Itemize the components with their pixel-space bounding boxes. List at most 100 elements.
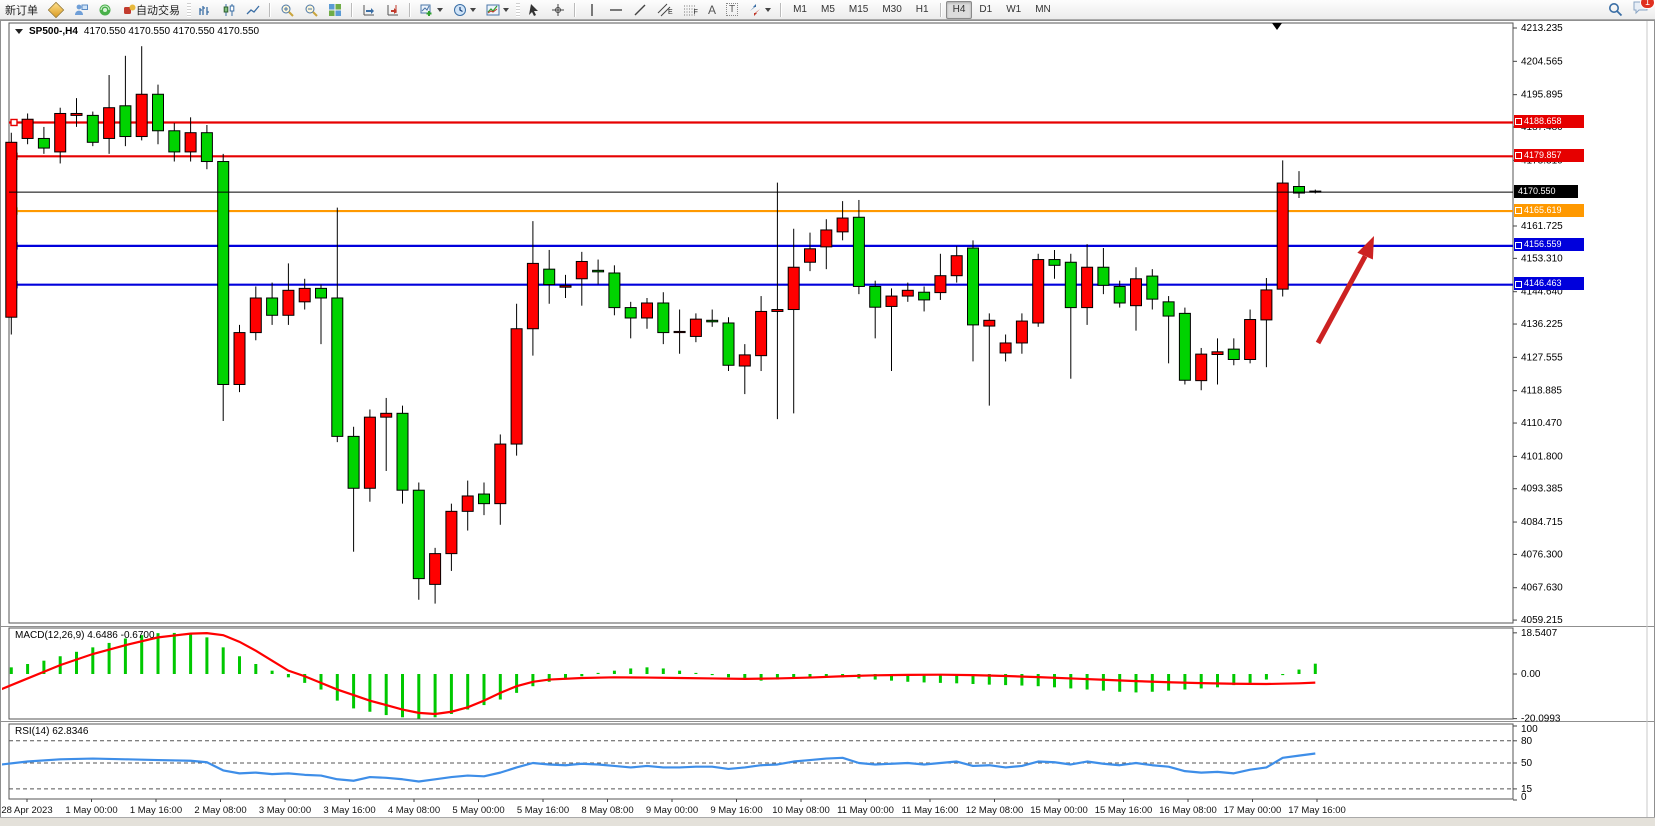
fibo-tool-button[interactable]: F [679, 0, 702, 19]
search-icon[interactable] [1608, 2, 1623, 17]
chart-dropdown-icon[interactable] [15, 29, 23, 34]
price-tick-label: 4110.470 [1521, 418, 1562, 429]
price-badge[interactable]: 4165.619 [1514, 203, 1584, 217]
periods-button[interactable] [449, 0, 480, 19]
timeframe-bar: M1 M5 M15 M30 H1 H4 D1 W1 MN [786, 0, 1058, 19]
price-badge[interactable]: 4188.658 [1514, 114, 1584, 128]
tile-windows-button[interactable] [324, 0, 346, 19]
candle-body [641, 302, 653, 319]
indicators-button[interactable] [416, 0, 447, 19]
badge-anchor-icon [1515, 241, 1522, 249]
chat-button[interactable]: 1 [1633, 0, 1655, 20]
candle-body [298, 287, 311, 303]
chart-canvas[interactable]: 4213.2354204.5654195.8954187.4804178.810… [1, 21, 1654, 818]
zoom-in-button[interactable] [276, 0, 298, 19]
candle-body [559, 285, 572, 288]
candle-body [184, 132, 197, 153]
label-tool-button[interactable]: T [722, 0, 742, 19]
chart-window: SP500-,H4 4170.550 4170.550 4170.550 417… [0, 20, 1655, 819]
window-bottom-strip [0, 817, 1655, 826]
candle-chart-icon [223, 3, 235, 16]
timeframe-d1[interactable]: D1 [979, 3, 993, 15]
auto-trading-button[interactable]: 自动交易 [118, 0, 184, 19]
trend-arrow-shaft[interactable] [1315, 254, 1368, 345]
time-axis-label: 9 May 00:00 [646, 805, 698, 816]
badge-anchor-icon [1515, 118, 1522, 126]
candle-body [1195, 353, 1208, 382]
vline-tool-button[interactable] [581, 0, 603, 19]
timeframe-m1[interactable]: M1 [793, 3, 807, 15]
signals-button[interactable] [94, 0, 116, 19]
deposit-button[interactable] [44, 0, 68, 19]
timeframe-m15[interactable]: M15 [848, 3, 869, 15]
line-chart-button[interactable] [242, 0, 264, 19]
chart-shift-marker-icon[interactable] [1272, 23, 1282, 30]
time-axis-label: 4 May 08:00 [388, 805, 440, 816]
candle-body [396, 412, 409, 491]
candle-body [999, 342, 1012, 354]
new-order-button[interactable]: 新订单 [1, 0, 42, 19]
community-person-icon [75, 4, 88, 15]
price-badge[interactable]: 4156.559 [1514, 238, 1584, 252]
bar-chart-button[interactable] [194, 0, 216, 19]
templates-icon [486, 4, 500, 15]
candle-chart-button[interactable] [218, 0, 240, 19]
timeframe-w1[interactable]: W1 [1006, 3, 1022, 15]
candle-body [1015, 320, 1028, 344]
candle-body [315, 287, 327, 299]
price-tick-label: 4136.225 [1521, 319, 1563, 330]
candle-body [461, 495, 474, 512]
zoom-out-button[interactable] [300, 0, 322, 19]
price-badge[interactable]: 4179.857 [1514, 148, 1584, 162]
candle-body [852, 216, 865, 287]
time-axis-label: 15 May 00:00 [1030, 805, 1088, 816]
clock-icon [454, 3, 466, 16]
timeframe-mn[interactable]: MN [1035, 3, 1051, 15]
time-axis-label: 1 May 00:00 [65, 805, 117, 816]
community-button[interactable] [70, 0, 92, 19]
candle-body [1211, 351, 1224, 355]
price-tick-label: 4213.235 [1521, 23, 1563, 34]
timeframe-h4[interactable]: H4 [945, 0, 973, 19]
price-badge: 4170.550 [1514, 184, 1578, 198]
equidistant-channel-icon [657, 3, 671, 16]
candle-body [86, 114, 99, 143]
candle-body [624, 307, 637, 319]
price-tick-label: 4076.300 [1521, 549, 1563, 560]
candle-body [152, 93, 164, 132]
trendline-tool-button[interactable] [629, 0, 651, 19]
trend-arrow-head-icon[interactable] [1357, 236, 1374, 260]
candle-body [1162, 301, 1175, 317]
text-tool-button[interactable]: A [704, 0, 720, 19]
candle-body [1276, 182, 1289, 290]
macd-main-value: 4.6486 [87, 630, 121, 641]
candle-body [1064, 261, 1077, 309]
symbol-period-label: SP500-,H4 [29, 26, 78, 37]
macd-signal-line [2, 632, 1316, 716]
channel-sub-label: E [668, 9, 673, 16]
price-badge[interactable]: 4146.463 [1514, 277, 1584, 291]
timeframe-h1[interactable]: H1 [915, 3, 929, 15]
candle-body [1146, 275, 1159, 300]
timeframe-m5[interactable]: M5 [820, 3, 835, 15]
price-tick-label: 4059.215 [1521, 615, 1563, 626]
templates-button[interactable] [482, 0, 513, 19]
crosshair-tool-button[interactable] [547, 0, 569, 19]
cursor-tool-button[interactable] [523, 0, 545, 19]
fibo-sub-label: F [693, 9, 698, 16]
candle-body [901, 289, 914, 297]
channel-tool-button[interactable]: E [653, 0, 677, 19]
candle-body [1293, 186, 1305, 194]
auto-scroll-button[interactable] [358, 0, 380, 19]
zoom-out-icon [305, 4, 318, 17]
line-anchor-handle[interactable] [10, 118, 18, 127]
candle-body [282, 289, 295, 316]
arrows-tool-button[interactable] [744, 0, 775, 19]
chart-shift-button[interactable] [382, 0, 404, 19]
hline-tool-button[interactable] [605, 0, 627, 19]
time-axis-label: 17 May 16:00 [1288, 805, 1346, 816]
toolbar-grip [187, 2, 191, 17]
candle-body [1227, 348, 1240, 360]
rsi-tick-label: 15 [1521, 784, 1533, 795]
timeframe-m30[interactable]: M30 [882, 3, 902, 15]
